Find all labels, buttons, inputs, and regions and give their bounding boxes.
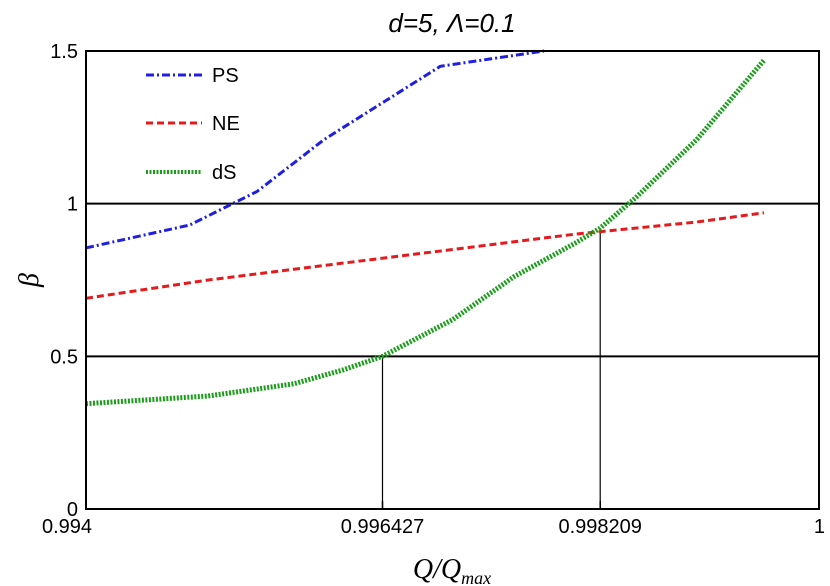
legend-label-ne: NE	[212, 113, 240, 135]
x-axis-label-subscript: max	[461, 568, 491, 586]
y-axis-label: β	[14, 273, 45, 288]
x-tick-label-3: 1	[814, 516, 825, 538]
axis-ticks: 0.994 0.996427 0.998209 1 0 0.5 1 1.5	[42, 41, 825, 538]
legend: PS NE dS	[146, 65, 240, 184]
series-layer	[85, 49, 766, 407]
y-tick-label-2: 1	[67, 194, 78, 216]
chart-title: d=5, Λ=0.1	[388, 8, 515, 38]
x-axis-label-main: Q/Q	[413, 554, 461, 585]
x-tick-label-2: 0.998209	[558, 516, 641, 538]
x-axis-label: Q/Qmax	[413, 554, 491, 586]
x-tick-label-0: 0.994	[42, 516, 92, 538]
series-line-ds	[85, 58, 766, 407]
y-tick-label-3: 1.5	[50, 41, 78, 63]
x-tick-label-1: 0.996427	[341, 516, 424, 538]
y-tick-label-1: 0.5	[50, 346, 78, 368]
legend-label-ps: PS	[212, 65, 239, 87]
reference-lines	[86, 202, 819, 509]
series-line-ne	[85, 211, 765, 300]
series-line-ps	[85, 49, 545, 250]
plot-frame	[85, 50, 820, 510]
legend-label-ds: dS	[212, 162, 236, 184]
y-tick-label-0: 0	[67, 499, 78, 521]
